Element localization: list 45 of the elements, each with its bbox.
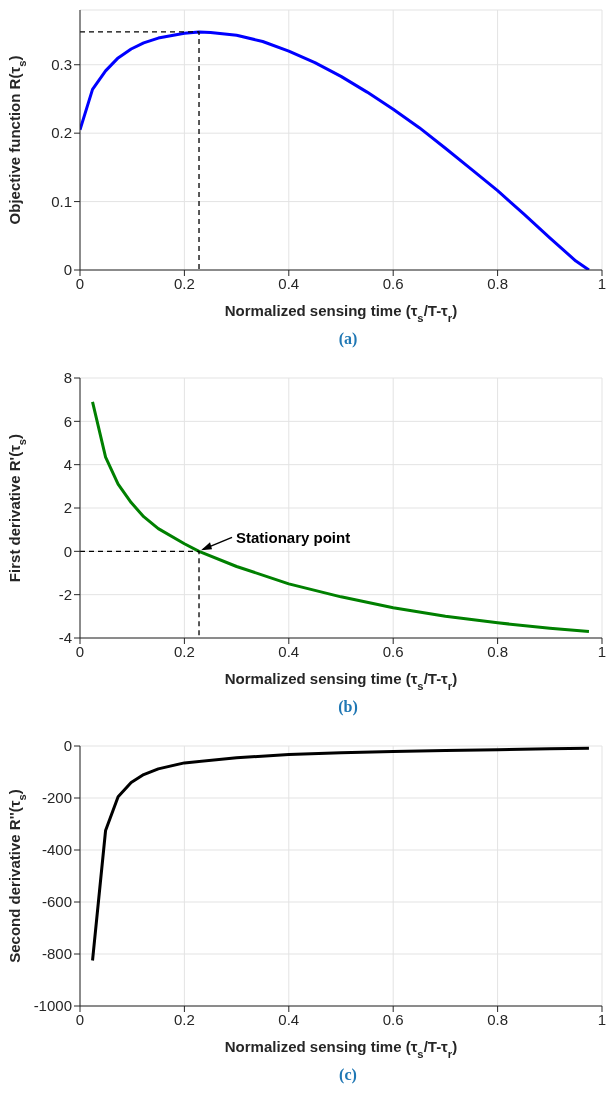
x-tick-label: 1 (597, 274, 607, 292)
x-tick-label: 0.6 (382, 274, 404, 292)
x-tick-label: 0.4 (278, 274, 300, 292)
y-tick-label: 0 (63, 542, 72, 560)
x-axis-title: Normalized sensing time (τ$_{s}$/T-τ$_{r}$) (224, 302, 458, 324)
y-tick-label: 0.1 (51, 192, 72, 210)
x-tick-label: 1 (597, 642, 607, 660)
x-tick-label: 0.6 (382, 1010, 404, 1028)
y-tick-label: -600 (41, 893, 72, 911)
x-axis-title: Normalized sensing time (τ$_{s}$/T-τ$_{r}$) (224, 1038, 458, 1060)
y-tick-label: 8 (63, 369, 72, 387)
y-tick-label: 0.3 (51, 56, 72, 74)
x-tick-label: 0.2 (173, 1010, 195, 1028)
x-tick-label: 0.4 (278, 1010, 300, 1028)
y-tick-label: 4 (63, 455, 72, 473)
x-tick-label: 0.4 (278, 642, 300, 660)
x-tick-label: 1 (597, 1010, 607, 1028)
line-series (80, 30, 591, 270)
line-series (91, 746, 591, 962)
x-tick-label: 0.2 (173, 642, 195, 660)
x-tick-label: 0.6 (382, 642, 404, 660)
y-tick-label: -400 (41, 841, 72, 859)
x-tick-label: 0.8 (487, 642, 509, 660)
y-tick-label: 2 (63, 499, 72, 517)
y-tick-label: -4 (58, 629, 72, 647)
y-tick-label: -200 (41, 789, 72, 807)
x-tick-label: 0 (75, 1010, 85, 1028)
line-series (91, 400, 591, 633)
y-tick-label: -2 (58, 585, 72, 603)
y-tick-label: 6 (63, 412, 72, 430)
x-tick-label: 0 (75, 274, 85, 292)
x-tick-label: 0.2 (173, 274, 195, 292)
y-tick-label: 0 (63, 737, 72, 755)
text: (a) (337, 330, 359, 350)
x-axis-title: Normalized sensing time (τ$_{s}$/T-τ$_{r}$) (224, 670, 458, 692)
text: (b) (337, 698, 359, 718)
x-tick-label: 0.8 (487, 1010, 509, 1028)
x-tick-label: 0 (75, 642, 85, 660)
y-tick-label: 0 (63, 261, 72, 279)
y-tick-label: -1000 (33, 997, 72, 1015)
annotation: Stationary point (236, 529, 351, 547)
x-tick-label: 0.8 (487, 274, 509, 292)
text: (c) (338, 1066, 358, 1086)
y-tick-label: 0.2 (51, 124, 72, 142)
y-tick-label: -800 (41, 945, 72, 963)
